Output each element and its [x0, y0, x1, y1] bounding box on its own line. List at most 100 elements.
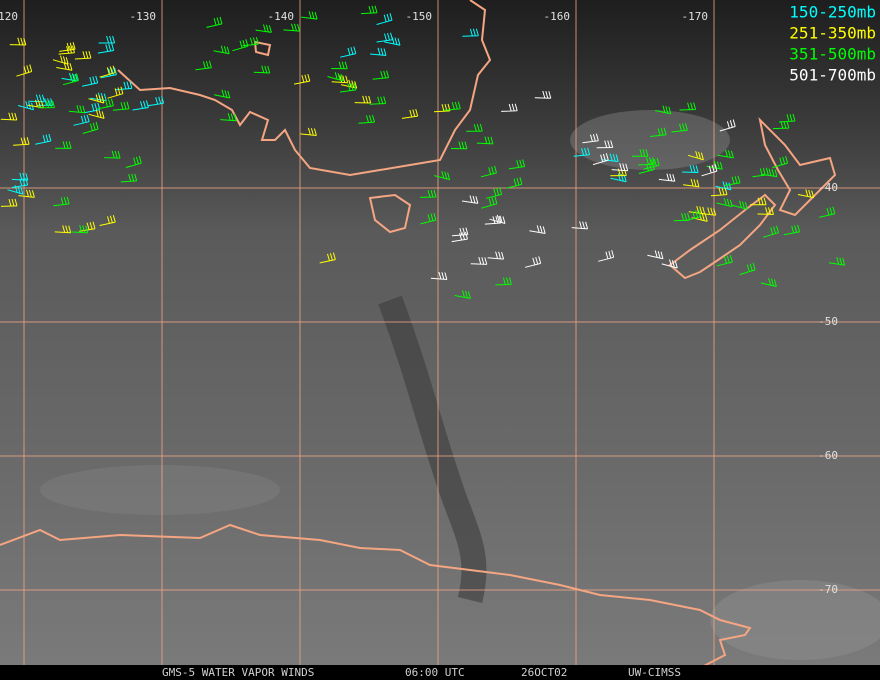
graticule [0, 0, 880, 665]
wind-barb [724, 175, 741, 186]
wind-barb [147, 96, 165, 107]
wind-barb [757, 207, 774, 215]
lon-label: -140 [268, 10, 295, 23]
lon-label: -120 [0, 10, 18, 23]
wind-barb [470, 256, 488, 265]
wind-barb [255, 24, 272, 33]
wind-barb [508, 159, 526, 170]
lon-label: -150 [406, 10, 433, 23]
wind-barb [331, 61, 348, 70]
wind-barb [242, 36, 259, 47]
wind-barb [71, 225, 89, 234]
island [253, 40, 272, 57]
footer-text: 26OCT02 [521, 666, 567, 679]
lat-label: -70 [818, 583, 838, 596]
wind-barb [476, 136, 494, 145]
wind-barb [7, 185, 24, 195]
wind-barb [819, 206, 836, 218]
wind-barb [701, 164, 718, 177]
wind-barb [710, 187, 728, 197]
wind-barb [84, 102, 101, 114]
wind-barb [115, 81, 133, 91]
lon-label: -170 [682, 10, 709, 23]
graticule-labels: -120 -130 -140 -150 -160 -170 -40 -50 -60 -70 [0, 10, 838, 596]
wind-barb [673, 212, 691, 222]
cloud-band [570, 110, 730, 170]
wind-barb [340, 46, 357, 58]
wind-barb [772, 155, 789, 169]
wind-barbs [0, 5, 846, 299]
wind-barb [495, 277, 512, 286]
wind-barb [419, 189, 437, 198]
wind-barb [54, 225, 72, 234]
wind-barb [36, 98, 54, 106]
wind-barb [401, 108, 419, 119]
wind-barb [683, 178, 700, 188]
wind-barb [778, 113, 796, 123]
lat-label: -50 [818, 315, 838, 328]
wind-barb [88, 109, 105, 119]
water-vapor-image [0, 0, 880, 665]
legend-entry: 351-500mb [789, 45, 876, 64]
wind-barb [56, 62, 73, 71]
wind-barb [98, 35, 116, 44]
wind-barb [715, 181, 732, 191]
wind-barb [761, 168, 778, 178]
wind-barb [283, 23, 300, 32]
wind-barb [631, 149, 649, 157]
wind-barb [104, 150, 121, 159]
wind-barb [762, 225, 779, 238]
wind-barb [797, 189, 815, 199]
wind-barb [120, 173, 138, 183]
wind-barb [90, 92, 107, 102]
wind-barb [719, 119, 736, 132]
wind-barb [107, 86, 124, 99]
wind-barb [132, 100, 149, 111]
wind-barb [480, 165, 497, 178]
wind-barb [74, 50, 92, 60]
wind-barb [450, 141, 468, 150]
cloud-band [40, 465, 280, 515]
wind-barb [294, 73, 311, 85]
wind-barb [489, 214, 506, 224]
wind-barb [301, 11, 318, 20]
wind-barb [59, 42, 76, 52]
wind-barb [506, 177, 523, 189]
wind-barb [319, 252, 336, 264]
wind-barb [384, 36, 401, 46]
tasmania-coast [368, 193, 412, 234]
wind-barb [100, 67, 117, 79]
wind-barb [596, 140, 614, 149]
wind-barb [524, 256, 542, 268]
wind-barb [731, 200, 748, 210]
lat-label: -60 [818, 449, 838, 462]
nz-south-island [668, 193, 777, 280]
wind-barb [529, 225, 546, 234]
lon-label: -130 [130, 10, 157, 23]
wind-barb [214, 89, 231, 99]
wind-barb [370, 47, 387, 56]
wind-barb [331, 75, 349, 84]
wind-barb [369, 96, 387, 105]
wind-barb [358, 114, 375, 124]
wind-barb [739, 262, 756, 275]
wind-barb [571, 221, 589, 230]
wind-barb [220, 113, 237, 122]
wind-barb [62, 73, 79, 86]
wind-barb [327, 72, 344, 82]
footer: GMS-5 WATER VAPOR WINDS 06:00 UTC 26OCT02 U… [162, 666, 681, 679]
wind-barb [661, 259, 678, 269]
legend-entry: 501-700mb [789, 66, 876, 85]
wind-barb [650, 127, 667, 137]
wind-barb [232, 39, 249, 52]
wind-barb [658, 173, 676, 182]
wind-barb [684, 209, 701, 222]
wind-barb [451, 231, 468, 243]
lon-label: -160 [544, 10, 571, 23]
australia-coast [117, 0, 492, 177]
wind-barb [99, 214, 116, 226]
wind-barb [610, 173, 627, 183]
wind-barb [671, 123, 688, 133]
dry-slot [378, 295, 487, 604]
